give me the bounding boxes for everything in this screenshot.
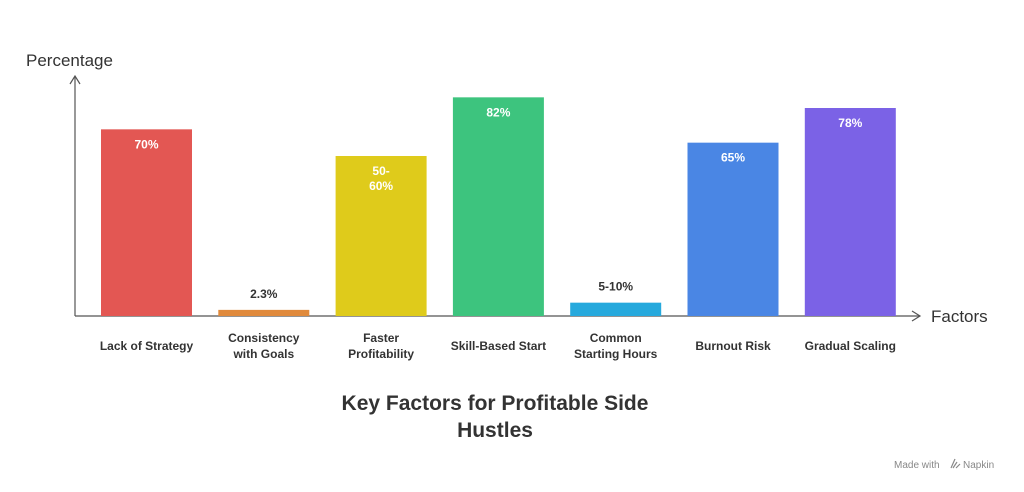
category-label-line: Lack of Strategy: [100, 339, 194, 353]
category-label-line: Profitability: [348, 347, 414, 361]
chart-title-line-1: Key Factors for Profitable Side: [342, 392, 649, 415]
category-label-line: Skill-Based Start: [451, 339, 546, 353]
bar-value-label-2: 50-60%: [369, 164, 393, 193]
napkin-brand-label: Napkin: [963, 460, 994, 471]
category-label-5: Burnout Risk: [695, 339, 771, 353]
bar-6: [804, 108, 896, 316]
bar-value-label-line: 50-: [372, 164, 389, 178]
bar-value-label-line: 65%: [721, 151, 745, 165]
bar-value-label-5: 65%: [721, 151, 745, 165]
napkin-logo-icon: [950, 458, 961, 469]
y-axis-title: Percentage: [26, 51, 113, 70]
category-label-line: Consistency: [228, 331, 300, 345]
bar-value-label-line: 78%: [838, 116, 862, 130]
bar-value-label-6: 78%: [838, 116, 862, 130]
bar-value-label-0: 70%: [134, 137, 158, 151]
y-axis: [69, 74, 81, 316]
category-label-4: Common Starting Hours: [574, 331, 658, 361]
bar-2: [335, 156, 427, 316]
category-label-line: Starting Hours: [574, 347, 658, 361]
category-label-line: Common: [590, 331, 642, 345]
category-label-0: Lack of Strategy: [100, 339, 194, 353]
category-label-6: Gradual Scaling: [805, 339, 896, 353]
bar-0: [101, 129, 192, 316]
chart-title-line-2: Hustles: [457, 419, 533, 442]
category-label-1: Consistency with Goals: [228, 331, 300, 361]
bar-value-label-line: 2.3%: [250, 287, 278, 301]
category-label-line: with Goals: [232, 347, 294, 361]
made-with-label: Made with: [894, 460, 940, 471]
bar-value-label-4: 5-10%: [598, 280, 633, 294]
bar-value-label-1: 2.3%: [250, 287, 278, 301]
bar-5: [687, 142, 779, 316]
category-label-line: Burnout Risk: [695, 339, 771, 353]
bar-value-label-line: 82%: [486, 105, 510, 119]
bar-value-label-line: 5-10%: [598, 280, 633, 294]
bar-value-label-3: 82%: [486, 105, 510, 119]
bar-3: [452, 97, 544, 316]
bar-1: [218, 309, 310, 316]
bars-group: [101, 97, 896, 316]
bar-value-label-line: 60%: [369, 179, 393, 193]
category-labels-group: Lack of Strategy Consistency with Goals Fas…: [100, 331, 896, 361]
bar-4: [570, 302, 662, 316]
value-labels-group: 70% 2.3% 50-60% 82% 5-10% 65% 78%: [134, 105, 862, 301]
category-label-2: Faster Profitability: [348, 331, 414, 361]
category-label-line: Faster: [363, 331, 399, 345]
category-label-3: Skill-Based Start: [451, 339, 546, 353]
x-axis-title: Factors: [931, 307, 988, 326]
category-label-line: Gradual Scaling: [805, 339, 896, 353]
bar-value-label-line: 70%: [134, 137, 158, 151]
footer-credit: Made with Napkin: [894, 458, 994, 471]
